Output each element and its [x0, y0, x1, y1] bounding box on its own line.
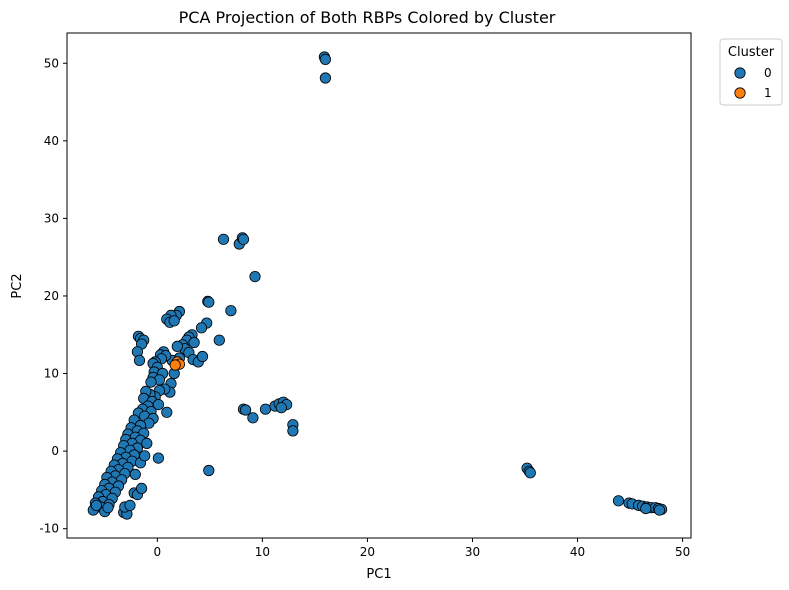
data-point-cluster-0 [195, 322, 208, 334]
data-point-cluster-0 [196, 350, 209, 363]
y-axis-label: PC2 [10, 273, 25, 298]
data-point-cluster-0 [275, 402, 287, 414]
data-point-cluster-0 [213, 334, 225, 346]
data-point-cluster-0 [612, 495, 625, 507]
x-axis: 0 10 20 30 40 50 [154, 538, 690, 559]
plot-area [87, 51, 668, 520]
x-tick-label: 50 [675, 545, 690, 559]
data-point-cluster-0 [90, 499, 103, 511]
legend-label-cluster-0: 0 [764, 66, 772, 80]
data-point-cluster-0 [139, 450, 151, 462]
legend-marker-cluster-0 [734, 67, 746, 79]
data-point-cluster-0 [217, 233, 230, 245]
y-tick-label: 40 [44, 134, 59, 148]
data-point-cluster-0 [203, 464, 215, 477]
legend: Cluster 01 [719, 38, 783, 106]
data-point-cluster-0 [247, 412, 259, 424]
data-point-cluster-0 [249, 270, 261, 283]
plot-frame [66, 32, 692, 539]
data-point-cluster-0 [129, 468, 141, 480]
data-point-cluster-0 [145, 376, 157, 388]
data-point-cluster-0 [102, 502, 114, 514]
y-tick-label: 0 [51, 444, 59, 458]
x-tick-label: 20 [360, 545, 375, 559]
y-tick-label: 10 [44, 367, 59, 381]
data-point-cluster-0 [259, 403, 272, 415]
x-tick-label: 40 [570, 545, 585, 559]
data-point-cluster-0 [240, 404, 252, 416]
data-point-cluster-0 [152, 452, 164, 464]
y-tick-label: -10 [39, 522, 59, 536]
data-point-cluster-0 [171, 340, 183, 352]
data-point-cluster-0 [124, 499, 136, 511]
data-point-cluster-0 [141, 437, 153, 449]
legend-title: Cluster [728, 45, 775, 60]
data-point-cluster-0 [133, 354, 146, 366]
data-point-cluster-0 [188, 336, 200, 349]
data-point-cluster-0 [653, 504, 666, 516]
x-tick-label: 10 [255, 545, 270, 559]
x-tick-label: 30 [465, 545, 480, 559]
legend-box [719, 38, 783, 106]
x-axis-label: PC1 [366, 567, 391, 582]
legend-entries: 01 [734, 66, 772, 100]
data-point-cluster-0 [319, 53, 331, 66]
y-tick-label: 50 [44, 56, 59, 70]
data-point-cluster-0 [640, 502, 652, 515]
legend-label-cluster-1: 1 [764, 86, 772, 100]
data-point-cluster-0 [168, 315, 180, 327]
data-point-cluster-1 [169, 359, 181, 371]
legend-marker-cluster-1 [734, 87, 746, 99]
y-tick-label: 30 [44, 211, 59, 225]
y-tick-label: 20 [44, 289, 59, 303]
data-point-cluster-0 [287, 425, 299, 437]
data-point-cluster-0 [136, 482, 148, 494]
x-tick-label: 0 [154, 545, 162, 559]
data-point-cluster-0 [225, 305, 237, 317]
data-point-cluster-0 [237, 233, 250, 245]
data-point-cluster-0 [319, 72, 331, 84]
data-point-cluster-0 [524, 467, 536, 479]
data-point-cluster-0 [161, 406, 173, 418]
chart-title: PCA Projection of Both RBPs Colored by C… [179, 8, 556, 27]
y-axis: -10 0 10 20 30 40 50 [39, 56, 67, 536]
data-point-cluster-0 [203, 296, 215, 308]
